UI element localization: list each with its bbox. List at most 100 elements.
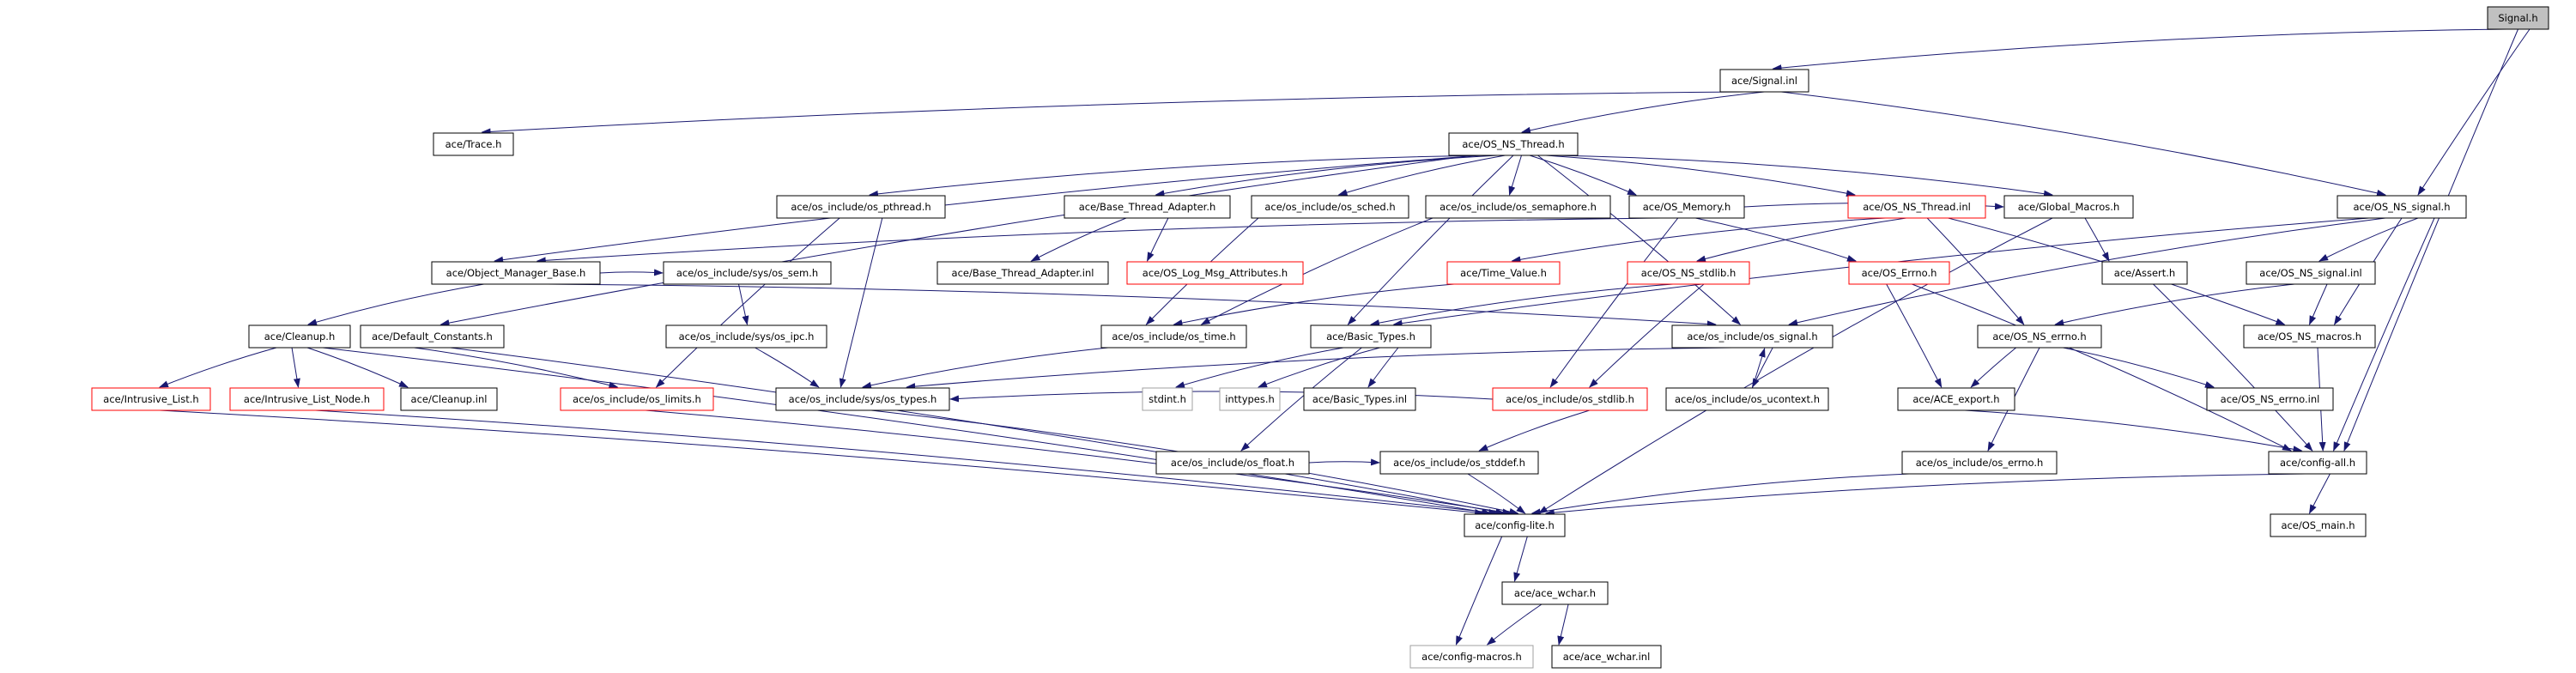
- node-box-os_pthread: [776, 195, 946, 219]
- edge-os_ns_thread_h-to-os_signal: [1537, 155, 1742, 325]
- graph-node-sys_os_sem[interactable]: ace/os_include/sys/os_sem.h: [663, 261, 832, 285]
- graph-node-base_thread_adapter_h[interactable]: ace/Base_Thread_Adapter.h: [1064, 195, 1231, 219]
- graph-node-os_ns_thread_h[interactable]: ace/OS_NS_Thread.h: [1448, 132, 1579, 156]
- graph-node-os_ns_errno_h[interactable]: ace/OS_NS_errno.h: [1977, 324, 2102, 349]
- node-label-intrusive_list_node: ace/Intrusive_List_Node.h: [244, 393, 370, 405]
- graph-node-os_limits[interactable]: ace/os_include/os_limits.h: [560, 387, 714, 411]
- node-label-os_float: ace/os_include/os_float.h: [1171, 457, 1294, 469]
- edge-cleanup_h-to-intrusive_list_node: [291, 347, 300, 388]
- graph-node-object_manager_base[interactable]: ace/Object_Manager_Base.h: [431, 261, 601, 285]
- edge-os_ns_thread_h-to-base_thread_adapter_h: [1155, 155, 1498, 197]
- graph-node-os_main[interactable]: ace/OS_main.h: [2270, 513, 2367, 537]
- node-box-object_manager_base: [431, 261, 601, 285]
- graph-node-os_time[interactable]: ace/os_include/os_time.h: [1100, 324, 1247, 349]
- node-box-os_log_msg_attributes: [1126, 261, 1304, 285]
- graph-node-time_value[interactable]: ace/Time_Value.h: [1446, 261, 1561, 285]
- graph-node-os_stdlib[interactable]: ace/os_include/os_stdlib.h: [1492, 387, 1648, 411]
- node-label-signal_h: Signal.h: [2498, 12, 2537, 24]
- edge-os_memory-to-os_stdlib: [1549, 217, 1679, 388]
- node-box-os_errno_inc: [1901, 451, 2058, 475]
- graph-node-os_pthread[interactable]: ace/os_include/os_pthread.h: [776, 195, 946, 219]
- graph-node-signal_inl[interactable]: ace/Signal.inl: [1719, 69, 1809, 93]
- graph-node-os_semaphore[interactable]: ace/os_include/os_semaphore.h: [1425, 195, 1611, 219]
- graph-node-os_ns_stdlib[interactable]: ace/OS_NS_stdlib.h: [1627, 261, 1750, 285]
- graph-node-os_ns_signal_inl[interactable]: ace/OS_NS_signal.inl: [2246, 261, 2376, 285]
- node-box-basic_types_inl: [1303, 387, 1416, 411]
- node-box-default_constants: [360, 324, 505, 349]
- node-box-signal_inl: [1719, 69, 1809, 93]
- node-box-cleanup_h: [248, 324, 351, 349]
- graph-node-os_signal[interactable]: ace/os_include/os_signal.h: [1671, 324, 1834, 349]
- graph-node-intrusive_list[interactable]: ace/Intrusive_List.h: [91, 387, 211, 411]
- node-box-sys_os_types: [775, 387, 950, 411]
- node-label-os_stdlib: ace/os_include/os_stdlib.h: [1506, 393, 1634, 405]
- edge-cleanup_h-to-cleanup_inl: [306, 347, 409, 388]
- graph-node-os_ucontext[interactable]: ace/os_include/os_ucontext.h: [1665, 387, 1829, 411]
- graph-node-config_lite[interactable]: ace/config-lite.h: [1464, 513, 1566, 537]
- node-box-os_ns_errno_inl: [2206, 387, 2334, 411]
- graph-node-os_float[interactable]: ace/os_include/os_float.h: [1155, 451, 1310, 475]
- node-box-os_memory: [1628, 195, 1745, 219]
- node-box-os_limits: [560, 387, 714, 411]
- node-box-ace_wchar_h: [1501, 581, 1609, 605]
- graph-node-ace_export[interactable]: ace/ACE_export.h: [1897, 387, 2015, 411]
- graph-node-os_ns_macros[interactable]: ace/OS_NS_macros.h: [2243, 324, 2376, 349]
- node-label-sys_os_sem: ace/os_include/sys/os_sem.h: [676, 267, 818, 279]
- node-box-time_value: [1446, 261, 1561, 285]
- graph-node-os_log_msg_attributes[interactable]: ace/OS_Log_Msg_Attributes.h: [1126, 261, 1304, 285]
- node-label-config_lite: ace/config-lite.h: [1475, 519, 1555, 531]
- graph-node-os_ns_thread_inl[interactable]: ace/OS_NS_Thread.inl: [1847, 195, 1986, 219]
- graph-node-sys_os_ipc[interactable]: ace/os_include/sys/os_ipc.h: [665, 324, 827, 349]
- node-box-config_lite: [1464, 513, 1566, 537]
- graph-node-os_stddef[interactable]: ace/os_include/os_stddef.h: [1379, 451, 1539, 475]
- node-label-os_ns_signal_h: ace/OS_NS_signal.h: [2353, 201, 2450, 213]
- edge-os_stdlib-to-os_stddef: [1478, 409, 1590, 452]
- graph-node-config_all[interactable]: ace/config-all.h: [2268, 451, 2367, 475]
- node-box-sys_os_sem: [663, 261, 832, 285]
- edge-os_errno_h-to-config_all: [1912, 283, 2292, 452]
- edge-os_ns_stdlib-to-os_stdlib: [1589, 283, 1705, 388]
- graph-node-os_errno_h[interactable]: ace/OS_Errno.h: [1848, 261, 1950, 285]
- edge-os_ns_thread_h-to-os_sched: [1337, 155, 1506, 196]
- graph-node-os_ns_signal_h[interactable]: ace/OS_NS_signal.h: [2337, 195, 2467, 219]
- edge-os_pthread-to-sys_os_types: [839, 217, 883, 388]
- graph-node-global_macros[interactable]: ace/Global_Macros.h: [2003, 195, 2134, 219]
- node-box-ace_wchar_inl: [1551, 645, 1662, 669]
- edge-sys_os_ipc-to-sys_os_types: [755, 347, 820, 388]
- edge-os_errno_h-to-ace_export: [1886, 283, 1943, 388]
- graph-node-intrusive_list_node[interactable]: ace/Intrusive_List_Node.h: [229, 387, 385, 411]
- node-box-os_ns_thread_inl: [1847, 195, 1986, 219]
- edge-signal_inl-to-os_ns_signal_h: [1781, 91, 2386, 197]
- node-label-os_ns_errno_inl: ace/OS_NS_errno.inl: [2221, 393, 2320, 405]
- graph-node-os_ns_errno_inl[interactable]: ace/OS_NS_errno.inl: [2206, 387, 2334, 411]
- edge-os_pthread-to-os_limits: [655, 217, 840, 388]
- graph-node-base_thread_adapter_inl[interactable]: ace/Base_Thread_Adapter.inl: [936, 261, 1109, 285]
- graph-node-cleanup_h[interactable]: ace/Cleanup.h: [248, 324, 351, 349]
- graph-node-os_errno_inc[interactable]: ace/os_include/os_errno.h: [1901, 451, 2058, 475]
- edge-config_lite-to-config_macros: [1455, 536, 1503, 646]
- node-label-ace_export: ace/ACE_export.h: [1912, 393, 1999, 405]
- graph-node-os_sched[interactable]: ace/os_include/os_sched.h: [1251, 195, 1409, 219]
- graph-node-basic_types[interactable]: ace/Basic_Types.h: [1310, 324, 1432, 349]
- graph-node-ace_wchar_h[interactable]: ace/ace_wchar.h: [1501, 581, 1609, 605]
- edge-os_ns_thread_inl-to-os_ns_errno_h: [1926, 217, 2025, 325]
- graph-node-basic_types_inl[interactable]: ace/Basic_Types.inl: [1303, 387, 1416, 411]
- graph-node-signal_h[interactable]: Signal.h: [2487, 6, 2549, 30]
- graph-node-cleanup_inl[interactable]: ace/Cleanup.inl: [400, 387, 498, 411]
- graph-node-trace[interactable]: ace/Trace.h: [433, 132, 514, 156]
- node-label-intrusive_list: ace/Intrusive_List.h: [103, 393, 198, 405]
- edge-os_time-to-sys_os_types: [862, 347, 1109, 389]
- node-box-os_main: [2270, 513, 2367, 537]
- graph-node-sys_os_types[interactable]: ace/os_include/sys/os_types.h: [775, 387, 950, 411]
- node-label-object_manager_base: ace/Object_Manager_Base.h: [446, 267, 586, 279]
- graph-node-ace_wchar_inl[interactable]: ace/ace_wchar.inl: [1551, 645, 1662, 669]
- edge-sys_os_sem-to-sys_os_ipc: [738, 283, 749, 325]
- edge-os_ns_thread_h-to-basic_types: [1347, 155, 1514, 325]
- graph-node-assert_h[interactable]: ace/Assert.h: [2101, 261, 2188, 285]
- graph-node-os_memory[interactable]: ace/OS_Memory.h: [1628, 195, 1745, 219]
- graph-node-default_constants[interactable]: ace/Default_Constants.h: [360, 324, 505, 349]
- node-box-base_thread_adapter_h: [1064, 195, 1231, 219]
- edge-default_constants-to-os_limits: [414, 347, 619, 389]
- edge-basic_types-to-basic_types_inl: [1367, 347, 1399, 388]
